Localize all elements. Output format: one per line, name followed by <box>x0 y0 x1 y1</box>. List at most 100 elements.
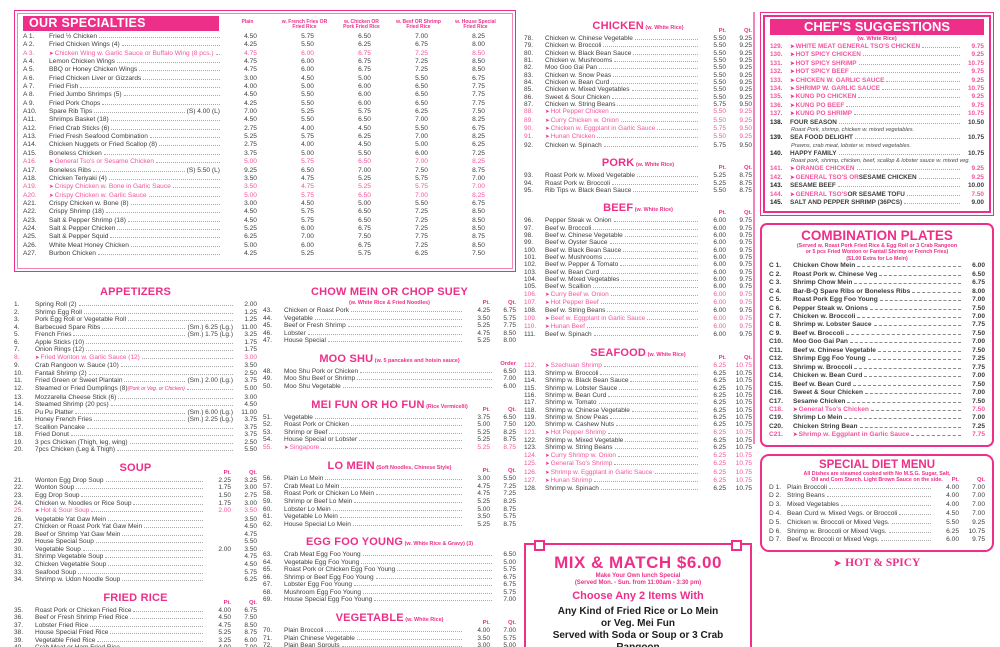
item-price: 5.50 <box>301 91 314 99</box>
dotted-leader <box>148 195 220 197</box>
item-price: 5.25 <box>244 224 257 232</box>
item-number: 46. <box>263 329 273 337</box>
item-name: Moo Shu Beef or Shrimp <box>284 375 356 383</box>
item-number: A27. <box>23 249 37 257</box>
our-specialties-section: OUR SPECIALTIES Plain w. French Fries OR F… <box>14 10 516 272</box>
item-name: Chicken w. Black Bean Sauce <box>545 49 632 57</box>
item-number: C 1. <box>769 262 782 270</box>
menu-item-row: 145. SALT AND PEPPER SHRIMP (36PCS) 9.00 <box>770 199 984 207</box>
menu-item-row: A18. Chicken Teriyaki (4) 3.50 4.75 5.25 5.75… <box>23 175 507 183</box>
item-price: 3.75 <box>244 431 257 439</box>
item-price: 9.75 <box>739 246 752 254</box>
item-number: C11. <box>769 346 783 354</box>
menu-item-row: 32. Chicken Vegetable Soup 4.50 <box>14 561 257 569</box>
item-name: Lobster Lo Mein <box>284 505 331 513</box>
dotted-leader <box>357 379 492 381</box>
item-number: 33. <box>14 568 24 576</box>
item-number: 86. <box>524 93 534 101</box>
item-price: 1.25 <box>244 316 257 324</box>
item-price: 4.50 <box>244 216 257 224</box>
item-name: Chicken w. Chinese Vegetable <box>545 35 633 42</box>
item-name: Curry Shrimp w. Onion <box>550 451 616 459</box>
item-price: 7.00 <box>472 183 485 191</box>
item-name: Fantail Shrimp (2) <box>35 369 87 377</box>
item-name: Mushroom Egg Foo Young <box>284 588 361 596</box>
dotted-leader <box>586 327 698 328</box>
price-column-labels: Pt. Qt. <box>700 355 752 361</box>
item-price: 5.50 <box>713 64 726 72</box>
item-price: 9.25 <box>739 64 752 72</box>
dotted-leader <box>608 396 698 398</box>
item-price: 7.00 <box>972 372 985 380</box>
header-line: Fried Rice <box>406 24 431 31</box>
item-number: D 7. <box>769 536 782 544</box>
item-price: 4.75 <box>218 621 231 629</box>
dotted-leader <box>80 87 220 89</box>
item-number: 49. <box>263 375 273 383</box>
specialties-price-column-header: w. Beef OR Shrimp Fried Rice <box>390 18 447 31</box>
price-column-labels: Pt. Qt. <box>464 300 516 306</box>
item-price: 7.25 <box>415 208 428 216</box>
item-price: 5.25 <box>713 172 726 180</box>
item-price: 6.25 <box>244 576 257 584</box>
item-price: 4.25 <box>244 99 257 107</box>
item-price: 10.75 <box>735 428 752 436</box>
item-price: 7.00 <box>415 158 428 166</box>
item-note: (Pork or Veg. or Chicken) <box>127 386 185 393</box>
menu-item-row: 92. Chicken w. Spinach 5.75 9.50 <box>524 142 752 149</box>
item-price: 6.25 <box>358 41 371 49</box>
dotted-leader <box>120 366 233 368</box>
item-price: 5.00 <box>301 83 314 91</box>
dotted-leader <box>102 103 220 105</box>
dotted-leader <box>879 274 961 276</box>
item-price: 9.25 <box>971 165 984 173</box>
item-name: Beef w. Pepper & Tomato <box>545 261 619 269</box>
dotted-leader <box>844 418 961 420</box>
menu-item-row: 117. Shrimp w. Tomato 6.25 10.75 <box>524 399 752 406</box>
item-name: Crab Rangoon w. Sauce (10) <box>35 362 119 370</box>
item-price: 6.50 <box>972 270 985 278</box>
item-number: 43. <box>263 307 273 315</box>
section-title: LO MEIN <box>327 460 375 473</box>
item-price: 5.50 <box>713 108 726 116</box>
item-price: 5.50 <box>301 116 314 124</box>
header-line: w. Beef OR Shrimp <box>396 18 441 25</box>
menu-item-row: A15. Boneless Chicken 3.75 5.00 5.50 6.00 7.25 <box>23 150 507 158</box>
header-line: Plain <box>241 18 254 25</box>
item-price: 6.25 <box>713 485 726 493</box>
item-name: House Special Fried Rice <box>35 629 109 637</box>
item-name: Fried Pork Chops <box>49 99 101 107</box>
menu-item-row: 138. FOUR SEASON 10.50 <box>770 119 984 127</box>
item-name: House Special Soup <box>35 538 94 546</box>
item-number: 85. <box>524 86 534 94</box>
item-name: Fried Donut <box>35 431 69 439</box>
item-price: 5.75 <box>301 158 314 166</box>
item-name: House Special Lo Mein <box>284 520 351 528</box>
item-number: 103. <box>524 268 537 276</box>
menu-item-row: 144. ➤ GENERAL TSO'S OR SESAME TOFU 7.50 <box>770 191 984 199</box>
item-price: 6.50 <box>503 367 516 375</box>
combination-plates-box: COMBINATION PLATES (Served w. Roast Pork… <box>760 222 994 447</box>
item-name: KUNG PO CHICKEN <box>795 93 857 101</box>
item-name: Chicken w. Noodles or Rice Soup <box>35 499 132 507</box>
item-number: C 3. <box>769 279 782 287</box>
dotted-leader <box>858 63 960 65</box>
item-name: Chicken String Bean <box>793 422 858 430</box>
item-price: 9.25 <box>244 166 257 174</box>
item-price: 2.25 <box>218 476 231 484</box>
item-number: 72. <box>263 642 273 647</box>
item-price: 10.75 <box>735 437 752 445</box>
item-price: 9.75 <box>739 275 752 283</box>
item-price: 4.25 <box>244 41 257 49</box>
dotted-leader <box>601 272 698 274</box>
dotted-leader <box>617 105 698 107</box>
dotted-leader <box>172 187 220 189</box>
menu-item-row: 137. ➤ KUNG PO SHRIMP 10.75 <box>770 110 984 118</box>
menu-item-row: 86. Sweet & Sour Chicken 5.50 9.25 <box>524 94 752 101</box>
item-price: 5.25 <box>244 133 257 141</box>
item-name: Chicken w. Broccoli <box>793 313 856 321</box>
menu-item-row: 111. Beef w. Spinach 6.00 9.75 <box>524 331 752 338</box>
item-name: FOUR SEASON <box>790 118 837 126</box>
menu-item-row: A 4. Lemon Chicken Wings 4.75 6.00 6.75 7.25 8… <box>23 58 507 66</box>
dotted-leader <box>631 90 698 92</box>
